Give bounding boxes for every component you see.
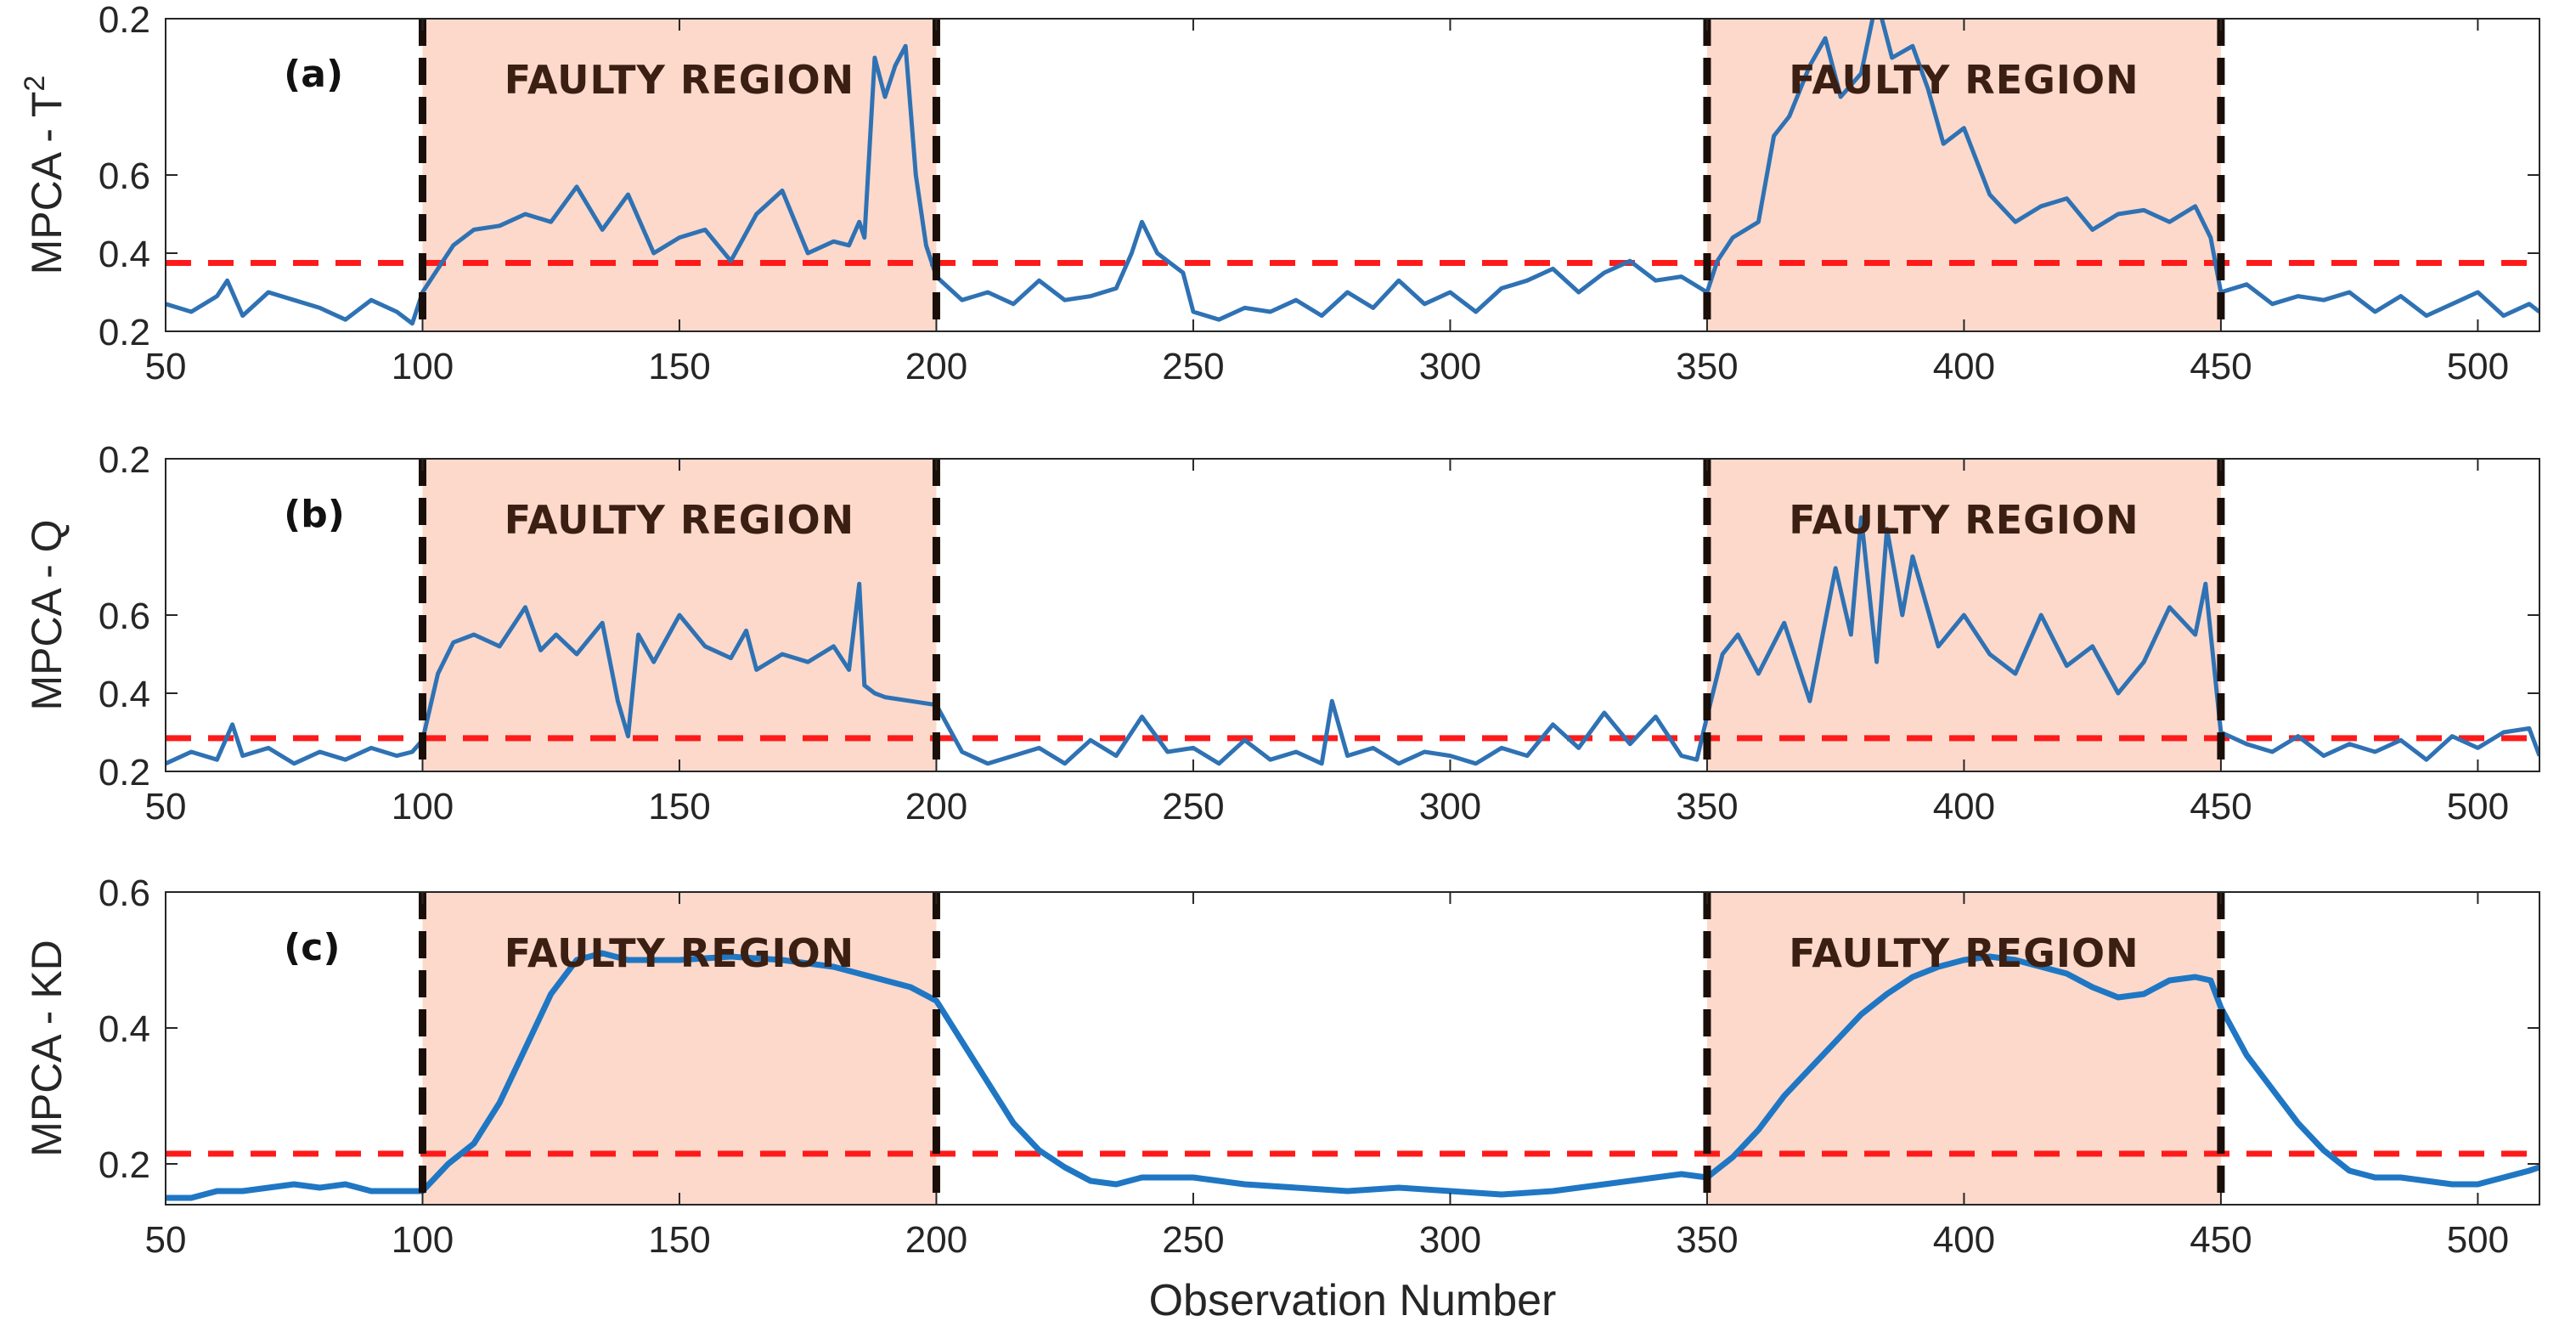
x-tick-label: 400 [1933,346,1995,387]
faulty-region-label: FAULTY REGION [1789,57,2139,103]
x-tick-label: 400 [1933,786,1995,827]
x-tick-label: 350 [1676,1219,1738,1261]
x-tick-label: 50 [145,786,187,827]
x-axis-label: Observation Number [1149,1276,1557,1325]
chart-panel-b: 50 100 150 200 250 300 350 400 450 500 0.2 0.4 0.6 0.… [23,439,2540,827]
x-tick-label: 150 [648,346,710,387]
series-line [166,950,2539,1201]
y-tick-label: 0.4 [99,1008,150,1050]
fault-region-shade [422,19,937,331]
x-tick-label: 50 [145,1219,187,1261]
x-tick-label: 250 [1162,346,1224,387]
x-tick-label: 100 [392,786,454,827]
x-tick-label: 150 [648,786,710,827]
series-line [166,515,2539,766]
panel-label: (c) [284,926,340,969]
x-tick-label: 250 [1162,1219,1224,1261]
x-tick-label: 300 [1419,786,1481,827]
x-tick-label: 150 [648,1219,710,1261]
y-tick-label: 0.2 [99,1144,150,1186]
x-tick-label: 450 [2190,1219,2252,1261]
x-tick-label: 100 [392,1219,454,1261]
x-tick-label: 250 [1162,786,1224,827]
x-tick-label: 450 [2190,786,2252,827]
fault-region-shade [1706,19,2221,331]
x-tick-label: 350 [1676,786,1738,827]
x-tick-label: 350 [1676,346,1738,387]
panel-label: (a) [284,53,343,96]
x-tick-label: 500 [2447,1219,2509,1261]
y-axis-label: MPCA - Q [23,519,70,710]
y-axis-label: MPCA - KD [23,940,70,1157]
y-tick-label: 0.2 [99,0,150,41]
x-tick-label: 450 [2190,346,2252,387]
x-tick-label: 300 [1419,1219,1481,1261]
y-tick-label: 0.2 [99,752,150,793]
faulty-region-label: FAULTY REGION [504,497,854,543]
faulty-region-label: FAULTY REGION [1789,497,2139,543]
faulty-region-label: FAULTY REGION [1789,930,2139,976]
x-tick-label: 500 [2447,786,2509,827]
y-tick-label: 0.2 [99,439,150,481]
panel-label: (b) [284,493,345,536]
chart-panel-c: 50 100 150 200 250 300 350 400 450 500 0.2 0.4 0.6 MP… [23,872,2540,1325]
faulty-region-label: FAULTY REGION [504,57,854,103]
y-tick-label: 0.6 [99,872,150,914]
faulty-region-label: FAULTY REGION [504,930,854,976]
x-tick-label: 300 [1419,346,1481,387]
x-tick-label: 200 [905,1219,967,1261]
y-tick-label: 0.6 [99,596,150,637]
x-tick-label: 500 [2447,346,2509,387]
x-tick-label: 200 [905,786,967,827]
y-tick-label: 0.4 [99,674,150,715]
series-line [166,19,2539,326]
x-tick-label: 100 [392,346,454,387]
y-axis-label: MPCA - T2 [19,76,70,275]
y-tick-label: 0.2 [99,312,150,353]
x-tick-label: 400 [1933,1219,1995,1261]
chart-panel-a: 50 100 150 200 250 300 350 400 450 500 0.2 0.4 0.6 0.… [19,0,2540,387]
y-tick-label: 0.6 [99,155,150,197]
y-tick-label: 0.4 [99,234,150,275]
x-tick-label: 50 [145,346,187,387]
axes-frame [165,891,2540,1206]
x-tick-label: 200 [905,346,967,387]
y-axis-label-superscript: 2 [19,76,51,92]
